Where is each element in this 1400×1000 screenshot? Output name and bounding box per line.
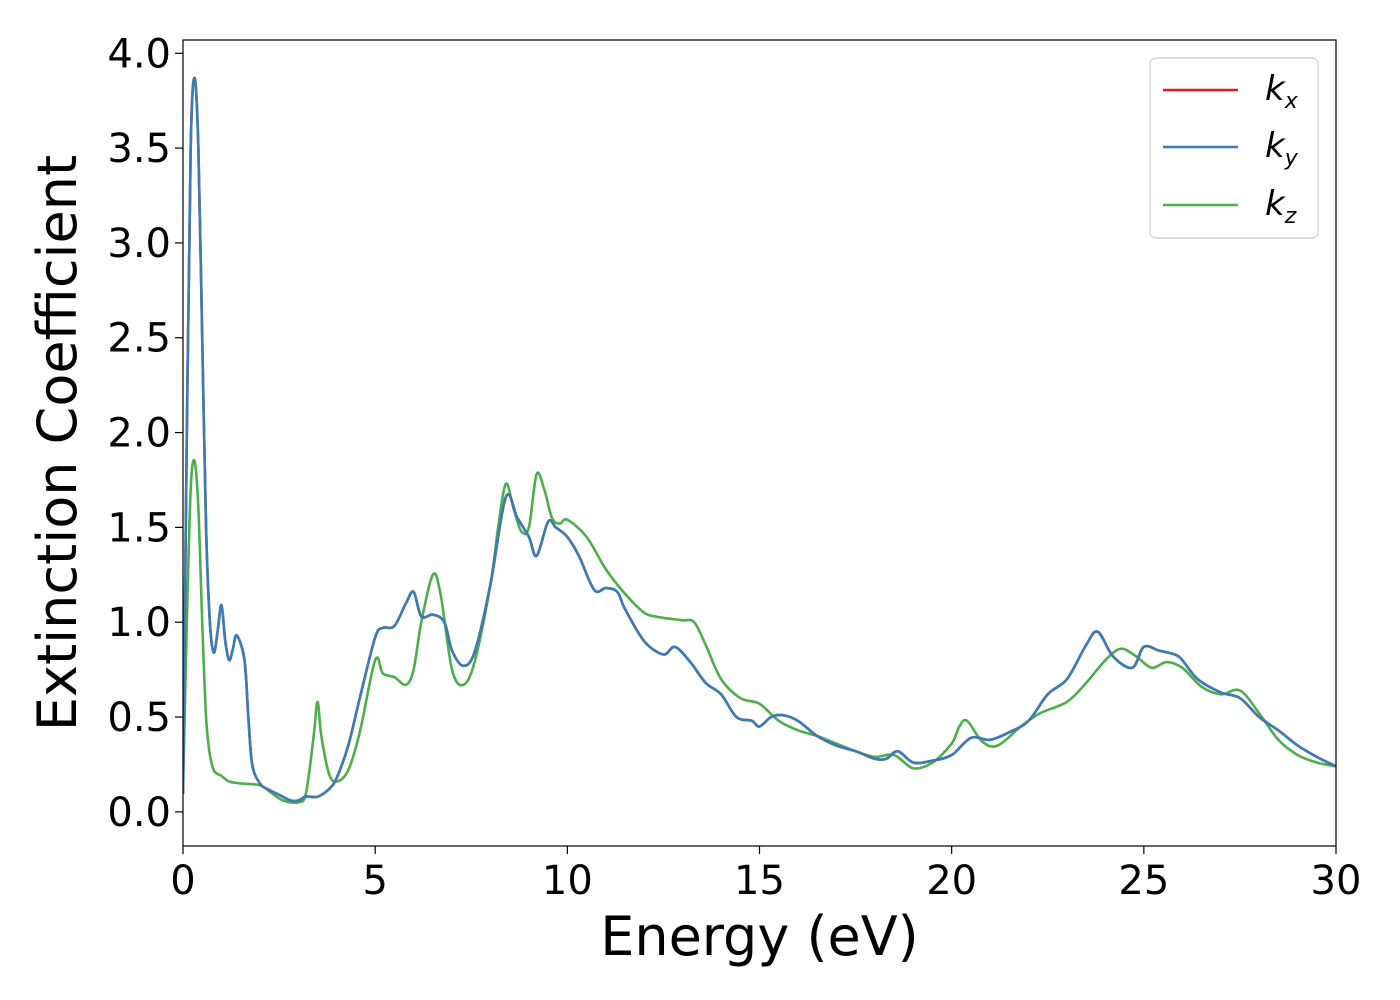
- y-tick-label: 1.0: [107, 600, 171, 646]
- x-tick-label: 30: [1311, 858, 1362, 904]
- legend-label-ky: ky: [1265, 126, 1299, 171]
- x-tick-label: 0: [170, 858, 195, 904]
- y-tick-label: 3.0: [107, 221, 171, 267]
- y-axis-title: Extinction Coefficient: [26, 155, 89, 731]
- x-tick-label: 5: [362, 858, 387, 904]
- series-line-ky: [183, 76, 1336, 803]
- y-tick-label: 3.5: [107, 126, 171, 172]
- x-axis-ticks: 0 5 10 15 20 25 30: [170, 846, 1361, 904]
- y-tick-label: 2.0: [107, 411, 171, 457]
- x-tick-label: 25: [1118, 858, 1169, 904]
- y-tick-label: 1.5: [107, 505, 171, 551]
- y-tick-label: 2.5: [107, 316, 171, 362]
- y-tick-label: 0.5: [107, 695, 171, 741]
- x-tick-label: 20: [926, 858, 977, 904]
- x-axis-title: Energy (eV): [600, 905, 919, 968]
- y-tick-label: 0.0: [107, 790, 171, 836]
- y-axis-ticks: 0.0 0.5 1.0 1.5 2.0 2.5 3.0 3.5 4.0: [107, 31, 183, 836]
- y-tick-label: 4.0: [107, 31, 171, 77]
- x-tick-label: 15: [734, 858, 785, 904]
- x-tick-label: 10: [542, 858, 593, 904]
- series-line-kz: [183, 458, 1336, 805]
- series-layer: [183, 76, 1336, 805]
- legend: kx ky kz: [1149, 57, 1319, 239]
- legend-label-kz: kz: [1265, 184, 1297, 229]
- legend-label-kx: kx: [1265, 69, 1299, 114]
